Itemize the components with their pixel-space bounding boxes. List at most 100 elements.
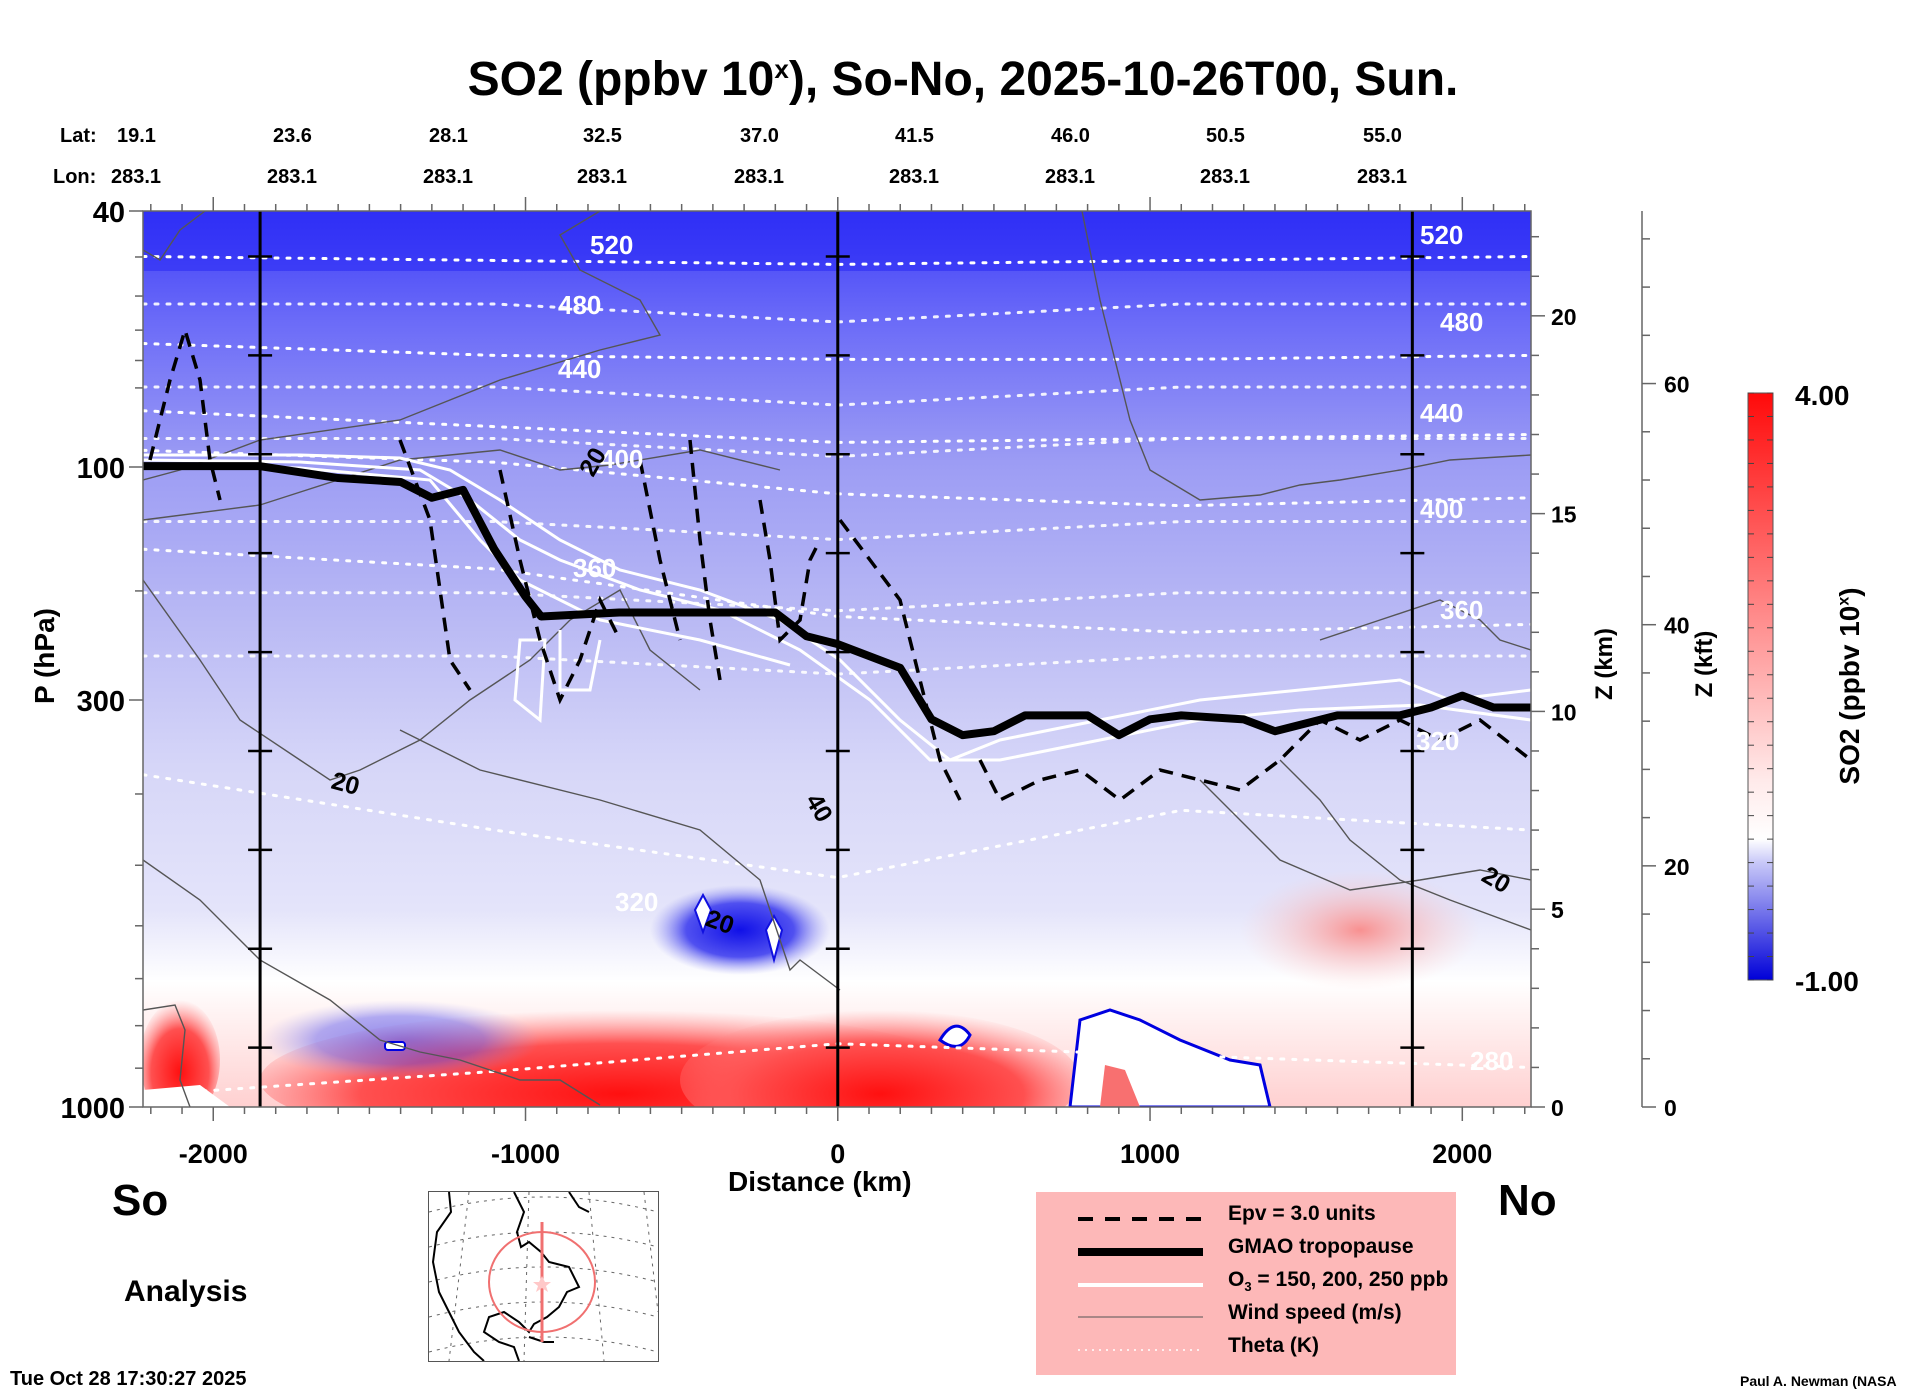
analysis-label: Analysis: [124, 1275, 248, 1308]
colorbar-ticks: [1748, 392, 1773, 981]
map-svg: [429, 1192, 658, 1361]
contour-labels: 520 5204804804404404004003603603203202802…: [328, 220, 1515, 1076]
lon-value: 283.1: [267, 166, 318, 188]
plot-frame: [142, 210, 1532, 1108]
z-km-axis: 0 5 10 15 20: [1531, 235, 1577, 1121]
theta-contour-label: 480: [558, 290, 601, 320]
location-map-inset: [428, 1191, 659, 1362]
z-km-tick-label: 0: [1551, 1095, 1564, 1121]
mid-red-region: [1240, 870, 1480, 990]
lat-value: 23.6: [273, 125, 312, 147]
north-label: No: [1498, 1176, 1557, 1225]
x-tick-label: 1000: [1120, 1139, 1180, 1169]
z-kft-tick-label: 40: [1664, 613, 1690, 639]
x-tick-label: -1000: [491, 1139, 560, 1169]
theta-contour-label: 360: [1440, 595, 1483, 625]
theta-contour-label: 400: [1420, 494, 1463, 524]
author-credit: Paul A. Newman (NASA: [1740, 1373, 1897, 1389]
legend-thick-line-icon: [1078, 1248, 1203, 1256]
south-label: So: [112, 1176, 169, 1225]
z-kft-axis-title: Z (kft): [1691, 630, 1718, 698]
theta-contour-label: 400: [600, 444, 643, 474]
graticule: [429, 1192, 658, 1361]
p-tick-label: 1000: [60, 1093, 125, 1125]
colorbar-max-label: 4.00: [1795, 380, 1850, 411]
z-km-tick-label: 10: [1551, 699, 1577, 725]
x-axis-ticks: -2000 -1000 0 1000 2000: [150, 197, 1526, 1169]
coastlines: [431, 1192, 590, 1361]
pressure-axis-ticks: 40 100 300 1000: [60, 197, 143, 1125]
lon-value: 283.1: [111, 166, 162, 188]
x-tick-label: 0: [830, 1139, 845, 1169]
colorbar-title: SO2 (ppbv 10x): [1834, 587, 1865, 785]
wind-speed-contours: [143, 211, 1531, 1107]
lon-value: 283.1: [734, 166, 785, 188]
p-tick-label: 40: [93, 197, 125, 229]
theta-contour-label: 440: [558, 354, 601, 384]
legend-item-epv: Epv = 3.0 units: [1078, 1202, 1458, 1232]
lon-value: 283.1: [423, 166, 474, 188]
mid-blue-region: [650, 885, 830, 975]
chart-title: SO2 (ppbv 10x), So-No, 2025-10-26T00, Su…: [467, 53, 1459, 106]
legend-item-tropopause: GMAO tropopause: [1078, 1235, 1458, 1265]
y-axis-title: P (hPa): [29, 608, 60, 704]
gmao-tropopause: [143, 462, 1531, 740]
x-axis-title: Distance (km): [728, 1166, 912, 1197]
epv-contours: [148, 323, 1531, 803]
lon-row-label: Lon:: [53, 166, 97, 188]
surface-red-region: [680, 1010, 1080, 1107]
theta-contour-label: 320: [1416, 726, 1459, 756]
z-km-axis-title: Z (km): [1591, 628, 1618, 700]
lat-value: 37.0: [740, 125, 779, 147]
z-kft-axis: 0 20 40 60: [1641, 211, 1690, 1121]
lat-value: 28.1: [429, 125, 468, 147]
lower-blue-region: [260, 1000, 540, 1080]
colorbar: [1747, 392, 1774, 981]
legend: Epv = 3.0 units GMAO tropopause O3 = 150…: [1036, 1192, 1456, 1375]
p-tick-label: 100: [77, 453, 125, 485]
lon-value: 283.1: [577, 166, 628, 188]
theta-contour-label: 440: [1420, 398, 1463, 428]
theta-contour-label: 280: [1470, 1046, 1513, 1076]
timestamp: Tue Oct 28 17:30:27 2025: [10, 1368, 247, 1390]
lon-value: 283.1: [1357, 166, 1408, 188]
legend-white-line-icon: [1078, 1283, 1203, 1287]
lat-value: 41.5: [895, 125, 934, 147]
x-tick-label: 2000: [1432, 1139, 1492, 1169]
x-tick-label: -2000: [179, 1139, 248, 1169]
lon-value: 283.1: [1045, 166, 1096, 188]
legend-item-wind: Wind speed (m/s): [1078, 1301, 1458, 1331]
surface-red-region: [143, 1000, 220, 1107]
lat-value: 32.5: [583, 125, 622, 147]
legend-item-ozone: O3 = 150, 200, 250 ppb: [1078, 1268, 1458, 1298]
lat-value: 46.0: [1051, 125, 1090, 147]
theta-contour-label: 320: [615, 887, 658, 917]
z-km-tick-label: 20: [1551, 304, 1577, 330]
so2-field: [143, 211, 1531, 1107]
lon-value: 283.1: [889, 166, 940, 188]
lat-value: 50.5: [1206, 125, 1245, 147]
legend-dotted-line-icon: [1078, 1349, 1203, 1351]
lat-row-label: Lat:: [60, 125, 97, 147]
lat-value: 55.0: [1363, 125, 1402, 147]
legend-dashed-line-icon: [1078, 1217, 1203, 1221]
z-km-tick-label: 15: [1551, 502, 1577, 528]
lon-value: 283.1: [1200, 166, 1251, 188]
z-kft-tick-label: 0: [1664, 1095, 1677, 1121]
theta-contour-label: 520: [1420, 220, 1463, 250]
lat-value: 19.1: [117, 125, 156, 147]
theta-contour-label: 520: [590, 230, 633, 260]
z-kft-tick-label: 60: [1664, 372, 1690, 398]
center-star-icon: [533, 1276, 551, 1292]
p-tick-label: 300: [77, 686, 125, 718]
z-km-tick-label: 5: [1551, 897, 1564, 923]
z-kft-tick-label: 20: [1664, 854, 1690, 880]
theta-contour-label: 480: [1440, 307, 1483, 337]
legend-thin-line-icon: [1078, 1316, 1203, 1318]
theta-contour-label: 360: [573, 553, 616, 583]
legend-item-theta: Theta (K): [1078, 1334, 1458, 1364]
colorbar-min-label: -1.00: [1795, 966, 1859, 997]
lat-marker-lines: [248, 211, 1425, 1107]
tropopause-line: [143, 462, 1531, 740]
